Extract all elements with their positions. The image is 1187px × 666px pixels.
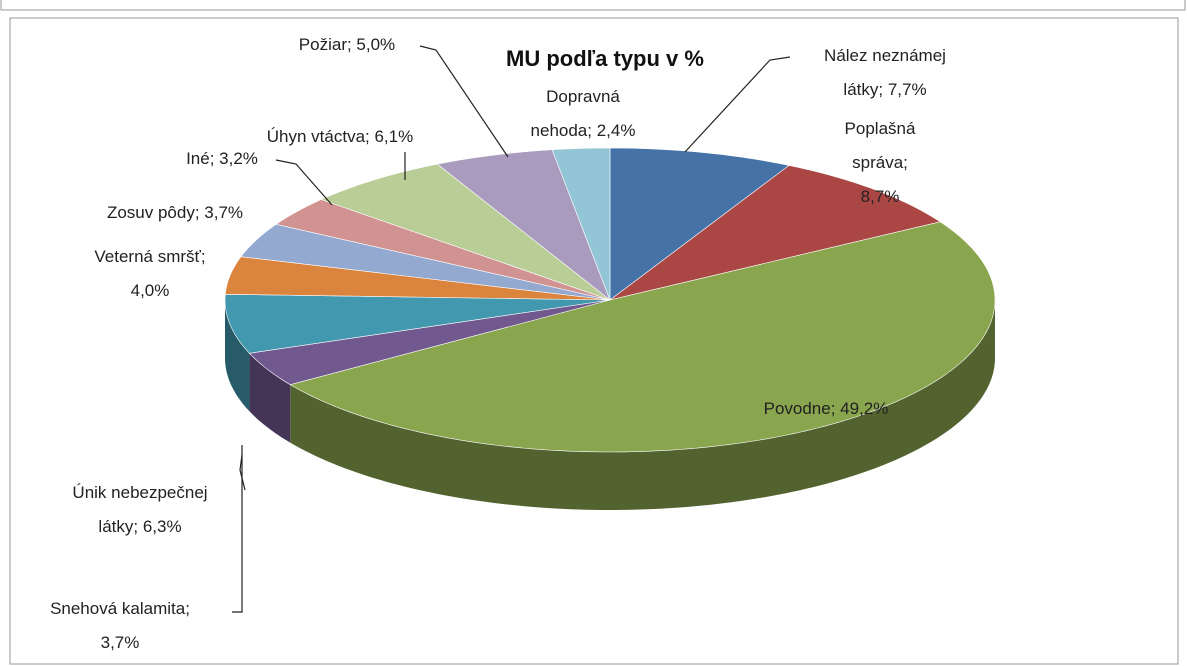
top-frame bbox=[0, 0, 1186, 11]
data-label: Iné; 3,2% bbox=[186, 149, 258, 168]
data-label: Snehová kalamita; 3,7% bbox=[50, 599, 190, 652]
label-line: Poplašná bbox=[845, 119, 916, 138]
slice bbox=[224, 256, 611, 301]
data-label: Poplašná správa; 8,7% bbox=[845, 119, 916, 206]
label-line: nehoda; 2,4% bbox=[531, 121, 636, 140]
chart-title: MU podľa typu v % bbox=[506, 46, 704, 71]
data-label: Veterná smršť; 4,0% bbox=[94, 247, 205, 300]
label-line: 8,7% bbox=[861, 187, 900, 206]
data-label: Zosuv pôdy; 3,7% bbox=[107, 203, 243, 222]
slice bbox=[248, 299, 611, 385]
leader-line bbox=[239, 454, 246, 491]
slice bbox=[224, 293, 611, 354]
label-line: Únik nebezpečnej bbox=[72, 483, 207, 502]
label-line: Veterná smršť; bbox=[94, 247, 205, 266]
leader-line bbox=[684, 56, 791, 153]
label-line: správa; bbox=[852, 153, 908, 172]
label-line: látky; 6,3% bbox=[98, 517, 181, 536]
data-label: Únik nebezpečnej látky; 6,3% bbox=[72, 483, 207, 536]
slice bbox=[275, 199, 611, 301]
label-line: Iné; 3,2% bbox=[186, 149, 258, 168]
label-line: Snehová kalamita; bbox=[50, 599, 190, 618]
slice bbox=[289, 221, 996, 453]
slice-side bbox=[249, 353, 291, 443]
data-label: Povodne; 49,2% bbox=[764, 399, 889, 418]
slice bbox=[551, 147, 611, 301]
label-line: Požiar; 5,0% bbox=[299, 35, 395, 54]
slice bbox=[240, 223, 611, 301]
label-line: 3,7% bbox=[101, 633, 140, 652]
pie bbox=[224, 147, 996, 510]
slice-side bbox=[225, 300, 250, 412]
slice-side bbox=[290, 300, 995, 510]
data-label: Úhyn vtáctva; 6,1% bbox=[267, 127, 413, 146]
leader-line bbox=[275, 159, 333, 206]
data-label: Nález neznámej látky; 7,7% bbox=[824, 46, 946, 99]
label-line: Úhyn vtáctva; 6,1% bbox=[267, 127, 413, 146]
slice bbox=[320, 163, 611, 301]
label-line: Dopravná bbox=[546, 87, 620, 106]
label-line: Povodne; 49,2% bbox=[764, 399, 889, 418]
data-label: Dopravná nehoda; 2,4% bbox=[531, 87, 636, 140]
leader-line bbox=[419, 45, 509, 158]
leaders bbox=[232, 45, 791, 613]
data-label: Požiar; 5,0% bbox=[299, 35, 395, 54]
label-line: látky; 7,7% bbox=[843, 80, 926, 99]
label-line: Zosuv pôdy; 3,7% bbox=[107, 203, 243, 222]
slice bbox=[609, 147, 790, 301]
slice bbox=[609, 165, 941, 301]
label-line: 4,0% bbox=[131, 281, 170, 300]
slice bbox=[436, 149, 611, 301]
label-line: Nález neznámej bbox=[824, 46, 946, 65]
leader-line bbox=[232, 445, 243, 613]
